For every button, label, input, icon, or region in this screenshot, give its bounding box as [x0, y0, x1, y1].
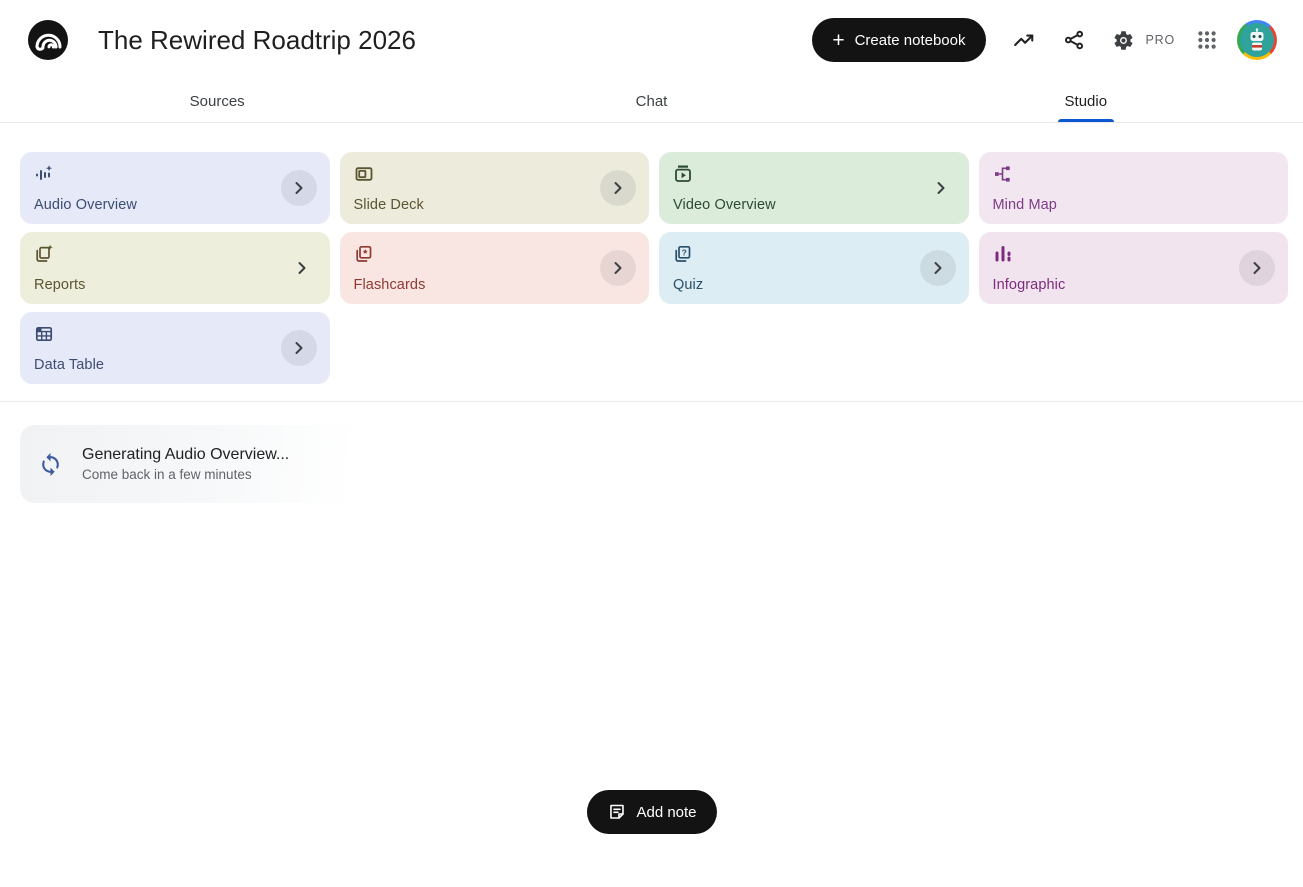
card-label: Video Overview — [673, 197, 776, 213]
create-notebook-label: Create notebook — [854, 31, 966, 49]
notebooklm-logo-icon[interactable] — [28, 20, 68, 60]
chevron-right-button[interactable] — [600, 170, 636, 206]
chevron-right-button[interactable] — [931, 178, 951, 198]
chevron-right-button[interactable] — [292, 258, 312, 278]
quiz-icon: ? — [675, 245, 691, 262]
chevron-right-button[interactable] — [1239, 250, 1275, 286]
tab-chat-label: Chat — [635, 92, 668, 110]
flashcards-icon — [355, 245, 371, 262]
settings-gear-icon[interactable] — [1104, 20, 1144, 60]
card-label: Mind Map — [992, 197, 1057, 213]
card-label: Slide Deck — [353, 197, 424, 213]
card-video-overview[interactable]: Video Overview — [659, 152, 969, 224]
card-flashcards[interactable]: Flashcards — [339, 232, 649, 304]
apps-grid-icon[interactable] — [1187, 20, 1227, 60]
card-label: Quiz — [673, 277, 704, 293]
generating-subtitle: Come back in a few minutes — [82, 467, 252, 482]
slide-deck-icon — [355, 167, 372, 181]
add-note-button[interactable]: Add note — [586, 790, 717, 834]
notebook-title[interactable]: The Rewired Roadtrip 2026 — [98, 24, 416, 55]
sync-icon — [42, 452, 59, 476]
note-icon — [609, 804, 624, 819]
tab-chat[interactable]: Chat — [434, 80, 868, 122]
add-note-label: Add note — [636, 803, 697, 821]
card-label: Infographic — [992, 277, 1066, 293]
card-label: Data Table — [34, 357, 105, 373]
chevron-right-button[interactable] — [280, 330, 317, 366]
user-avatar[interactable] — [1237, 20, 1277, 60]
tab-sources[interactable]: Sources — [0, 80, 434, 122]
chevron-right-button[interactable] — [600, 250, 636, 286]
section-divider — [0, 401, 1303, 402]
card-mind-map[interactable]: Mind Map — [978, 152, 1288, 224]
panel-tabs: Sources Chat Studio — [0, 80, 1303, 123]
card-quiz[interactable]: ? Quiz — [659, 232, 969, 304]
chevron-right-button[interactable] — [280, 170, 317, 206]
infographic-icon — [995, 246, 1010, 262]
studio-cards-grid: Audio Overview Slide Deck Video Overview — [0, 123, 1303, 384]
robot-avatar-image — [1240, 23, 1274, 57]
reports-icon — [36, 244, 53, 262]
pro-badge: PRO — [1145, 33, 1175, 47]
generating-title: Generating Audio Overview... — [82, 446, 290, 463]
create-notebook-button[interactable]: + Create notebook — [812, 18, 986, 62]
mind-map-icon — [994, 166, 1010, 182]
svg-text:?: ? — [682, 247, 687, 257]
audio-overview-icon — [36, 165, 52, 180]
card-label: Reports — [34, 277, 86, 293]
tab-studio[interactable]: Studio — [869, 80, 1303, 122]
chevron-right-button[interactable] — [919, 250, 956, 286]
card-data-table[interactable]: Data Table — [20, 312, 330, 384]
card-audio-overview[interactable]: Audio Overview — [20, 152, 330, 224]
card-label: Audio Overview — [34, 197, 137, 213]
tab-sources-label: Sources — [189, 92, 245, 110]
data-table-icon — [35, 326, 53, 342]
card-reports[interactable]: Reports — [20, 232, 330, 304]
share-icon[interactable] — [1054, 20, 1094, 60]
analytics-icon[interactable] — [1004, 20, 1044, 60]
plus-icon: + — [832, 28, 845, 52]
video-overview-icon — [675, 165, 691, 182]
tab-studio-label: Studio — [1064, 92, 1108, 110]
header: The Rewired Roadtrip 2026 + Create noteb… — [0, 0, 1303, 80]
card-slide-deck[interactable]: Slide Deck — [339, 152, 649, 224]
card-infographic[interactable]: Infographic — [978, 232, 1288, 304]
card-label: Flashcards — [353, 277, 426, 293]
generating-audio-overview-item: Generating Audio Overview... Come back i… — [20, 425, 510, 503]
